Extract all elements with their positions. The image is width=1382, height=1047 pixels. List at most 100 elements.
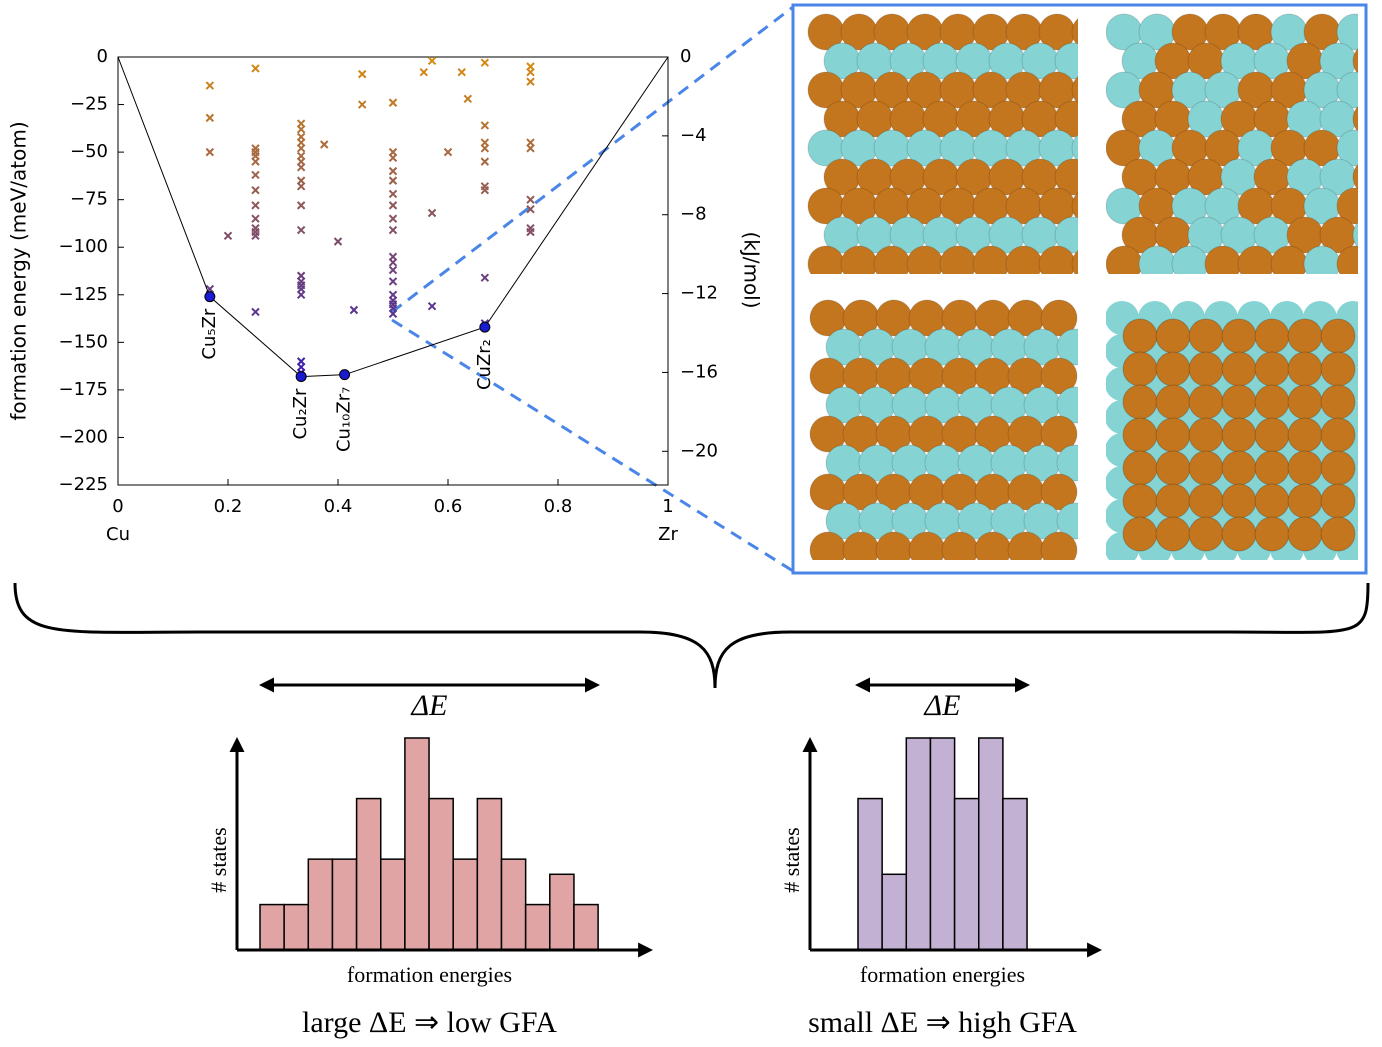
caption: small ΔE ⇒ high GFA: [808, 1006, 1077, 1039]
caption: large ΔE ⇒ low GFA: [302, 1006, 557, 1039]
atom: [1122, 516, 1158, 552]
atom: [1287, 483, 1323, 519]
chart: 0−25−50−75−100−125−150−175−200−2250−4−8−…: [7, 46, 1103, 1039]
atom: [1122, 318, 1158, 354]
x-tick-label: 0.2: [214, 496, 243, 517]
atom: [1122, 351, 1158, 387]
data-point: [388, 214, 398, 223]
data-point: [251, 201, 260, 210]
data-point: [296, 144, 306, 153]
atom: [1352, 163, 1358, 191]
data-point: [349, 305, 359, 315]
x-tick-label: 0.6: [434, 496, 463, 517]
atom: [974, 531, 1012, 560]
atom: [1071, 249, 1078, 274]
bar: [355, 797, 382, 951]
atom: [1040, 473, 1078, 511]
atom: [1320, 483, 1356, 519]
data-point: [480, 58, 490, 67]
data-point: [526, 144, 535, 153]
atom: [1352, 105, 1358, 133]
data-point: [205, 147, 215, 157]
data-point: [427, 208, 437, 218]
atom: [1188, 384, 1224, 420]
atom: [1040, 531, 1078, 560]
y-axis-label: # states: [206, 827, 231, 892]
data-point: [480, 144, 490, 153]
data-point: [388, 265, 398, 275]
zoom-frame: [791, 3, 1368, 575]
x-tick-label: 0: [112, 496, 123, 517]
data-point: [480, 273, 490, 282]
data-point: [526, 68, 535, 77]
data-point: [463, 94, 473, 104]
atom: [875, 531, 913, 560]
data-point: [251, 64, 260, 73]
atom: [1221, 483, 1257, 519]
data-point: [357, 100, 367, 109]
data-point: [427, 301, 437, 311]
atom: [1054, 42, 1078, 80]
data-point: [251, 157, 260, 166]
data-point: [427, 56, 437, 66]
hull-point: [204, 291, 216, 303]
data-point: [388, 153, 398, 163]
data-point: [388, 166, 398, 176]
y-tick-label: 0: [97, 46, 108, 67]
bar: [307, 858, 334, 951]
plot-frame: [117, 56, 669, 486]
y2-tick-label: −4: [680, 125, 707, 146]
hull-point: [295, 371, 307, 383]
data-point: [296, 182, 306, 191]
data-point: [480, 185, 490, 195]
atom: [1040, 357, 1078, 395]
y2-tick-label: 0: [680, 46, 691, 67]
bar: [404, 737, 430, 951]
data-point: [388, 309, 398, 319]
atom: [1221, 450, 1257, 486]
y-tick-label: −125: [59, 284, 108, 305]
y2-tick-label: −16: [680, 361, 718, 382]
bar: [283, 903, 310, 951]
hull-label: Cu₁₀Zr₇: [334, 387, 355, 452]
atom-panel: [1106, 301, 1358, 560]
atom: [1188, 450, 1224, 486]
bar: [452, 858, 479, 951]
atom: [1054, 216, 1078, 254]
atom: [1320, 516, 1356, 552]
data-point: [205, 113, 215, 123]
data-point: [419, 68, 429, 77]
y-tick-label: −100: [59, 236, 108, 257]
x-axis-label: formation energies: [860, 962, 1025, 987]
bar: [1002, 797, 1028, 951]
data-point: [388, 225, 398, 235]
atom: [807, 245, 845, 274]
data-point: [388, 98, 398, 107]
zoom-line: [391, 5, 794, 314]
data-point: [251, 185, 260, 195]
atom: [1221, 318, 1257, 354]
data-point: [388, 277, 398, 286]
bar: [573, 903, 599, 951]
atom: [1320, 417, 1356, 453]
atom: [873, 245, 911, 274]
data-point: [205, 81, 215, 90]
atom: [1071, 17, 1078, 47]
data-point: [296, 290, 306, 299]
y2-tick-label: −8: [680, 204, 707, 225]
data-point: [320, 140, 329, 149]
atom: [1056, 444, 1078, 482]
atom: [1336, 245, 1358, 274]
x-end-label: Zr: [658, 524, 678, 545]
bar: [259, 903, 285, 951]
data-point: [251, 170, 260, 180]
data-point: [251, 214, 260, 223]
atom: [1188, 351, 1224, 387]
atom: [1122, 384, 1158, 420]
data-point: [526, 227, 535, 237]
atom: [1254, 417, 1290, 453]
atom: [1038, 245, 1076, 274]
data-point: [480, 157, 490, 166]
atom: [1237, 245, 1275, 274]
